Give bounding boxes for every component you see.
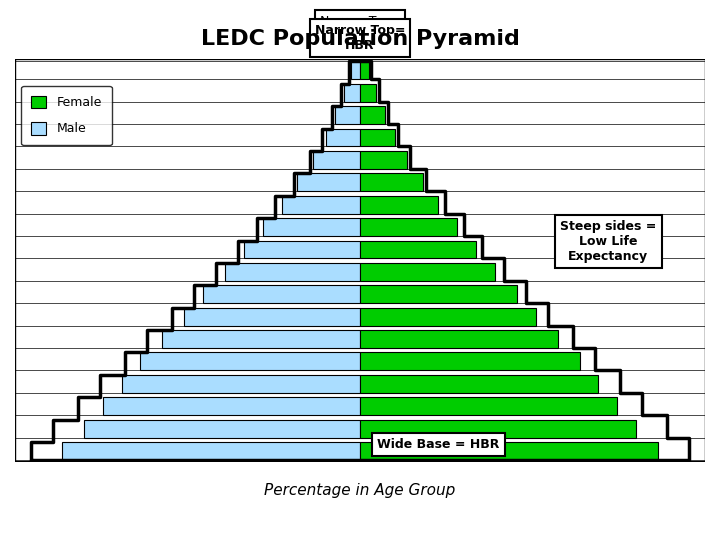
Bar	[360, 397, 617, 415]
Bar	[163, 330, 360, 348]
Bar	[351, 62, 360, 79]
Bar	[360, 285, 517, 303]
Bar	[140, 353, 360, 370]
Bar	[335, 106, 360, 124]
Bar	[313, 151, 360, 169]
Title: LEDC Population Pyramid: LEDC Population Pyramid	[201, 29, 519, 49]
Bar	[360, 263, 495, 281]
Bar	[360, 308, 536, 326]
Bar	[282, 195, 360, 214]
Bar	[122, 375, 360, 393]
Bar	[263, 218, 360, 236]
Bar	[360, 195, 438, 214]
Bar	[360, 420, 636, 437]
Bar	[360, 375, 598, 393]
Bar	[62, 442, 360, 460]
Bar	[360, 129, 395, 146]
Bar	[325, 129, 360, 146]
Bar	[84, 420, 360, 437]
Bar	[297, 173, 360, 191]
Text: Narrow Top=
HBR: Narrow Top= HBR	[320, 16, 400, 44]
Bar	[103, 397, 360, 415]
Bar	[225, 263, 360, 281]
Bar	[360, 218, 457, 236]
Bar	[244, 240, 360, 259]
Bar	[360, 151, 407, 169]
Bar	[360, 84, 376, 102]
Text: Narrow Top=
HBR: Narrow Top= HBR	[315, 24, 405, 52]
Bar	[184, 308, 360, 326]
Bar	[360, 62, 369, 79]
X-axis label: Percentage in Age Group: Percentage in Age Group	[264, 483, 456, 498]
Bar	[344, 84, 360, 102]
Bar	[203, 285, 360, 303]
Bar	[360, 353, 580, 370]
Bar	[360, 173, 423, 191]
Legend: Female, Male: Female, Male	[22, 85, 112, 145]
Bar	[360, 330, 557, 348]
Bar	[360, 240, 476, 259]
Bar	[360, 442, 658, 460]
Text: Steep sides =
Low Life
Expectancy: Steep sides = Low Life Expectancy	[560, 220, 657, 263]
Bar	[360, 106, 385, 124]
Text: Wide Base = HBR: Wide Base = HBR	[377, 438, 500, 451]
